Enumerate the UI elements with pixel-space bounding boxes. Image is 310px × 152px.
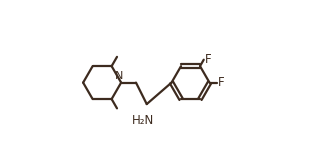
Text: N: N (115, 71, 123, 81)
Text: H₂N: H₂N (131, 114, 154, 127)
Text: F: F (204, 53, 211, 66)
Text: F: F (218, 76, 224, 89)
